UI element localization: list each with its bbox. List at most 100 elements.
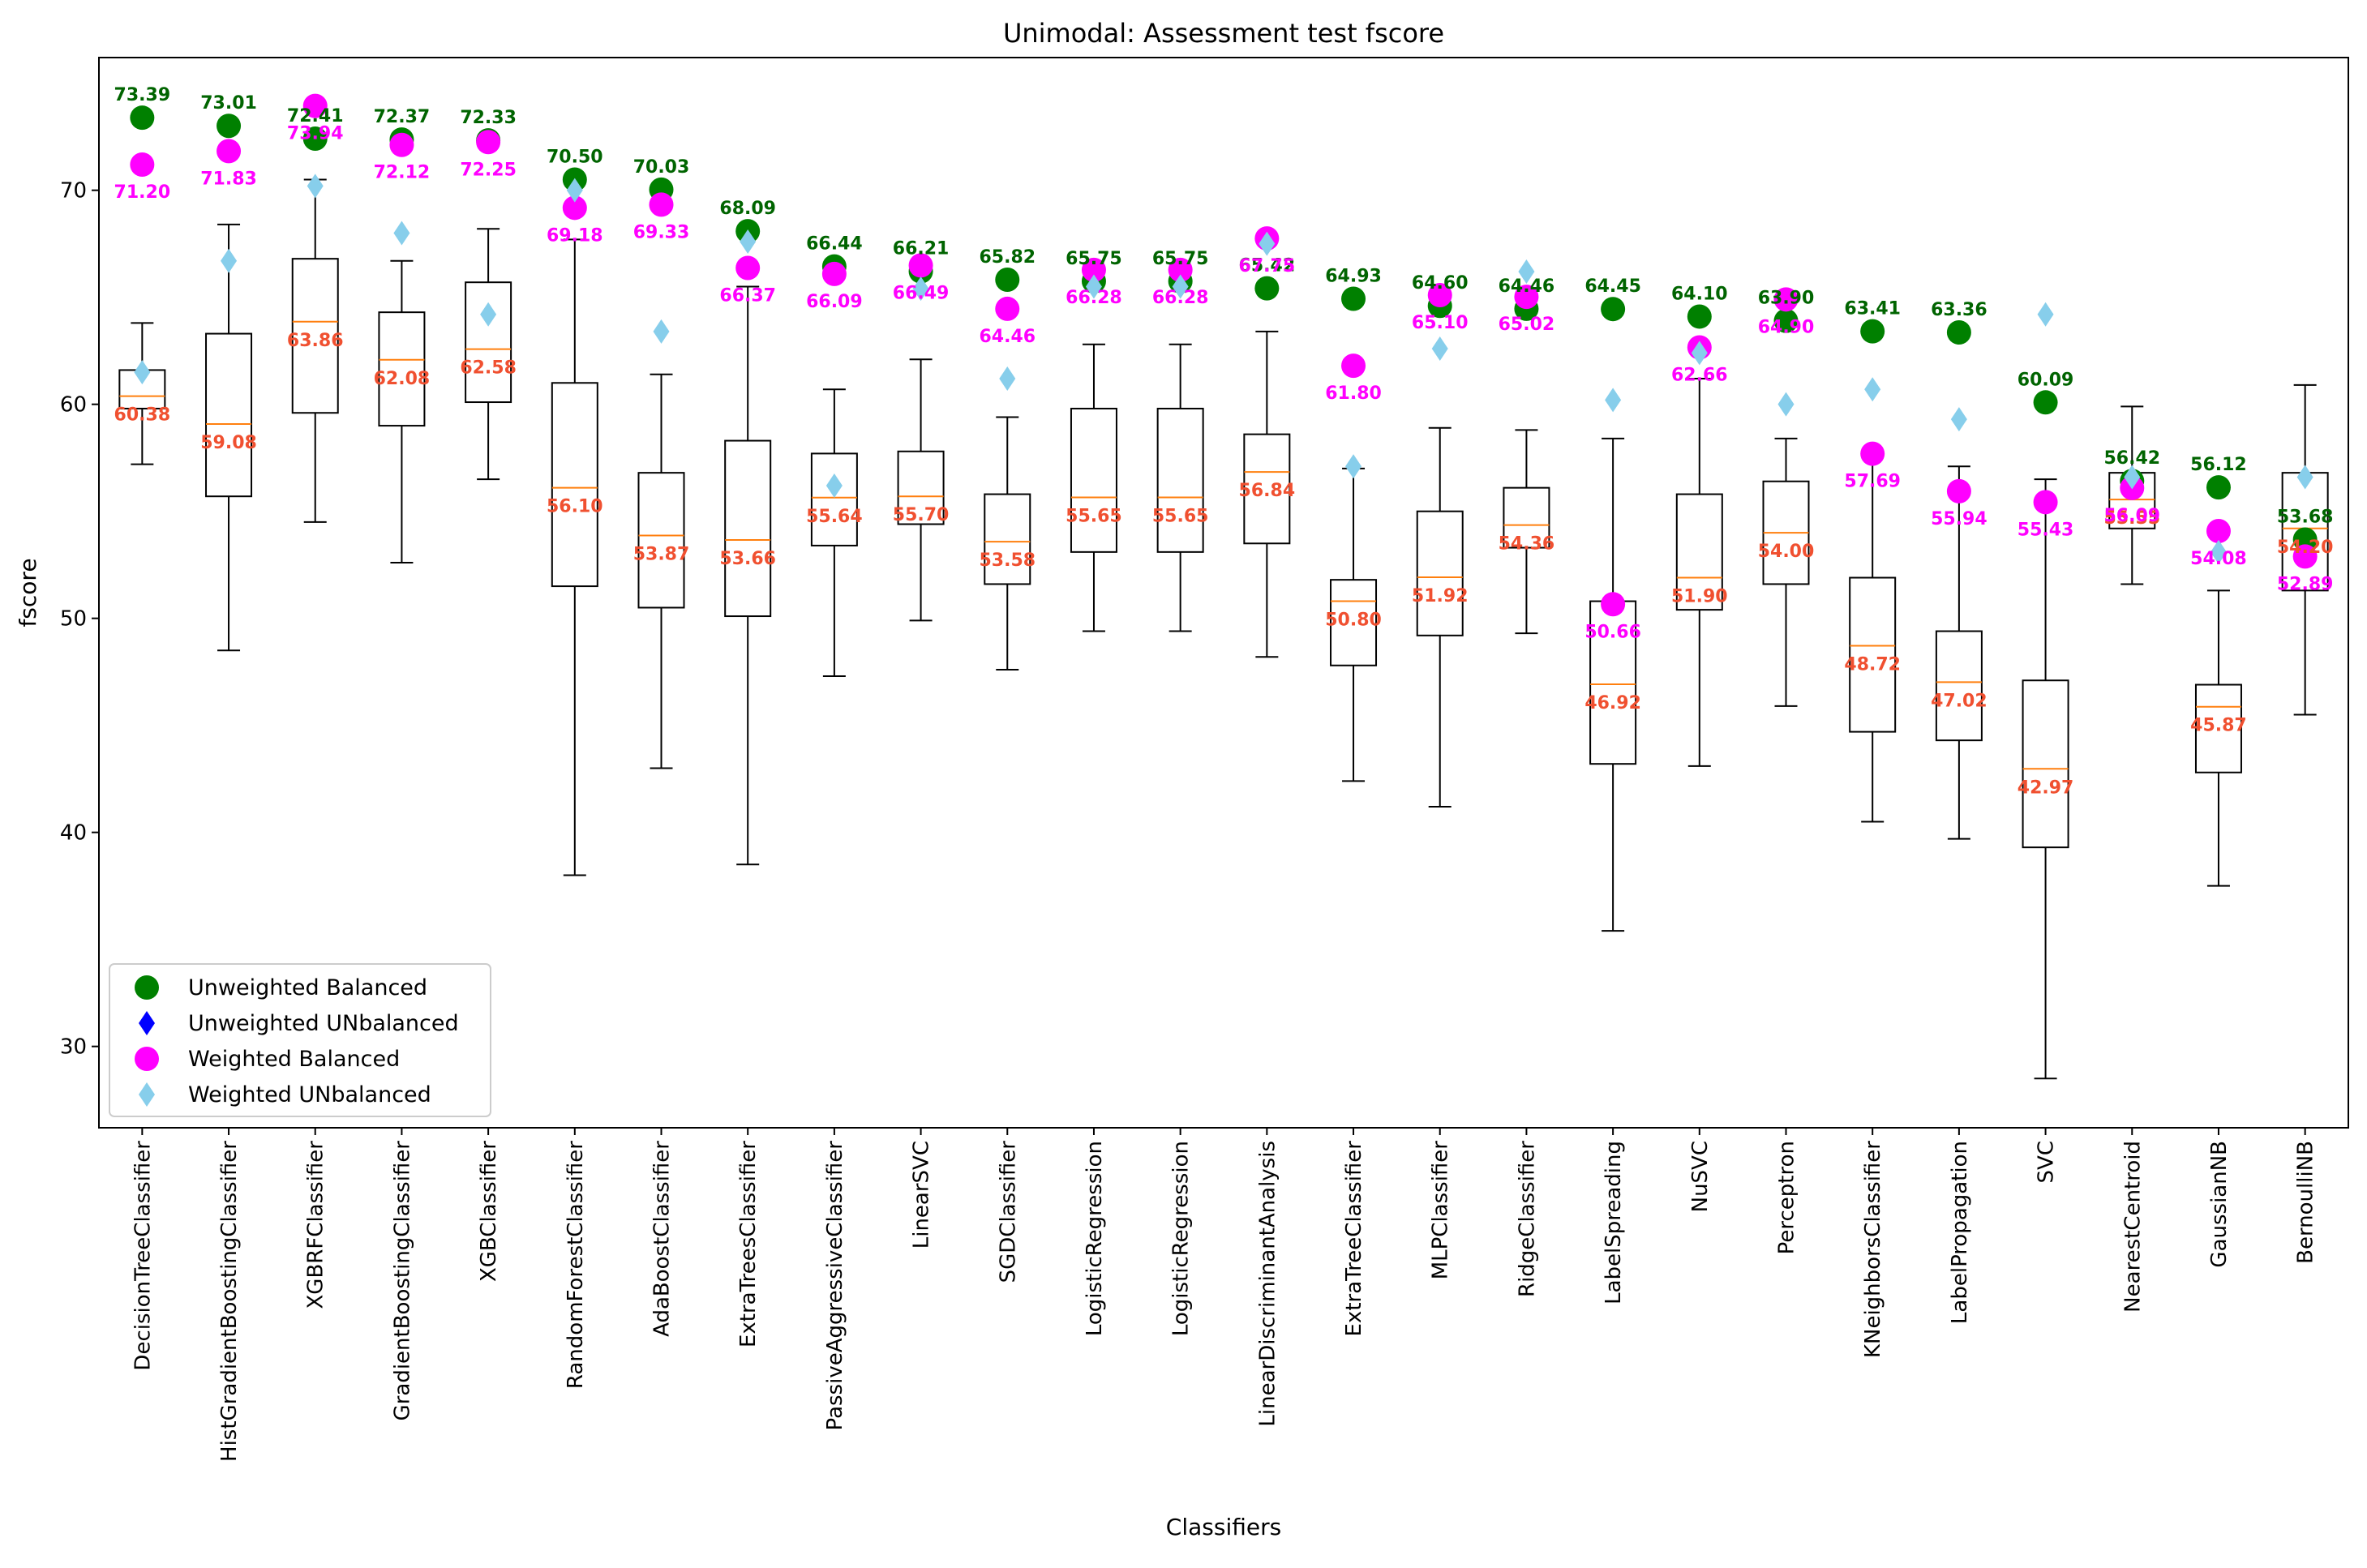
unweighted-balanced-label: 73.39 xyxy=(114,85,171,105)
box-5 xyxy=(465,228,512,481)
median-label: 54.20 xyxy=(2277,538,2334,558)
median-label: 42.97 xyxy=(2018,778,2074,798)
box-body xyxy=(1156,407,1204,553)
box-19 xyxy=(1675,378,1723,767)
box-25 xyxy=(2194,589,2242,887)
point-unweighted-balanced xyxy=(995,268,1020,293)
point-weighted-unbalanced xyxy=(2037,302,2054,327)
point-weighted-balanced xyxy=(2206,518,2231,543)
weighted-balanced-label: 73.94 xyxy=(287,124,344,144)
x-axis: DecisionTreeClassifier HistGradientBoosti… xyxy=(131,1128,2318,1462)
x-tick-label: LogisticRegression xyxy=(1083,1141,1107,1336)
point-weighted-balanced xyxy=(908,253,933,278)
weighted-balanced-label: 52.89 xyxy=(2277,574,2334,594)
point-weighted-unbalanced xyxy=(221,248,238,273)
unweighted-balanced-label: 66.44 xyxy=(806,234,863,255)
point-weighted-unbalanced xyxy=(653,319,670,344)
median-label: 54.36 xyxy=(1499,534,1555,555)
x-tick-label: DecisionTreeClassifier xyxy=(131,1141,155,1371)
unweighted-balanced-label: 65.75 xyxy=(1152,249,1209,269)
x-tick-label: ExtraTreesClassifier xyxy=(736,1141,761,1347)
x-tick-label: Perceptron xyxy=(1775,1141,1799,1254)
legend: Unweighted Balanced Unweighted UNbalanced… xyxy=(109,963,491,1117)
box-1 xyxy=(118,322,166,465)
point-weighted-unbalanced xyxy=(825,473,843,498)
box-16 xyxy=(1416,426,1464,808)
legend-marker-1 xyxy=(135,975,159,1000)
box-body xyxy=(724,439,772,618)
box-body xyxy=(1675,493,1723,611)
point-weighted-unbalanced xyxy=(1172,274,1189,299)
median-label: 55.64 xyxy=(806,507,863,527)
unweighted-balanced-label: 64.45 xyxy=(1584,276,1641,297)
median-label: 55.65 xyxy=(1152,507,1209,527)
x-tick-label: RandomForestClassifier xyxy=(564,1141,588,1389)
unweighted-balanced-label: 64.10 xyxy=(1671,284,1728,304)
point-weighted-unbalanced xyxy=(2124,465,2141,490)
box-2 xyxy=(205,223,253,652)
median-label: 55.70 xyxy=(893,505,950,525)
weighted-balanced-label: 61.80 xyxy=(1325,383,1382,404)
unweighted-balanced-label: 65.82 xyxy=(979,247,1036,268)
box-body xyxy=(205,332,253,498)
unweighted-balanced-label: 73.01 xyxy=(200,93,257,114)
point-weighted-unbalanced xyxy=(1691,341,1708,366)
weighted-balanced-label: 66.37 xyxy=(719,286,776,306)
point-weighted-balanced xyxy=(1081,257,1106,282)
x-tick-label: HistGradientBoostingClassifier xyxy=(217,1141,242,1462)
unweighted-balanced-label: 64.60 xyxy=(1412,273,1469,293)
median-label: 56.84 xyxy=(1239,481,1296,501)
legend-label-2: Unweighted UNbalanced xyxy=(188,1011,459,1036)
x-tick-label: LabelSpreading xyxy=(1602,1141,1626,1305)
box-3 xyxy=(291,178,339,523)
box-body xyxy=(551,382,598,588)
legend-marker-3 xyxy=(135,1047,159,1071)
median-label: 53.58 xyxy=(979,551,1036,571)
point-weighted-unbalanced xyxy=(999,366,1016,391)
point-weighted-balanced xyxy=(735,255,761,281)
box-21 xyxy=(1849,455,1897,823)
weighted-balanced-label: 62.66 xyxy=(1671,365,1728,385)
weighted-balanced-label: 69.33 xyxy=(633,222,690,242)
weighted-balanced-label: 56.09 xyxy=(2103,506,2160,526)
legend-marker-2 xyxy=(139,1011,155,1035)
box-8 xyxy=(724,285,772,866)
legend-label-4: Weighted UNbalanced xyxy=(188,1082,431,1107)
median-label: 50.80 xyxy=(1325,610,1382,631)
y-tick-label: 60 xyxy=(60,393,87,418)
median-label: 54.00 xyxy=(1758,542,1815,562)
box-body xyxy=(1503,486,1550,549)
y-tick-label: 40 xyxy=(60,821,87,846)
plot-frame xyxy=(98,57,2349,1129)
point-weighted-balanced xyxy=(1773,287,1799,312)
unweighted-balanced-label: 53.68 xyxy=(2277,508,2334,528)
weighted-balanced-label: 66.09 xyxy=(806,292,863,312)
median-label: 59.08 xyxy=(200,433,257,453)
point-unweighted-balanced xyxy=(1773,308,1799,333)
box-body xyxy=(378,311,426,427)
weighted-balanced-label: 54.08 xyxy=(2190,549,2247,569)
point-weighted-unbalanced xyxy=(1605,388,1622,413)
point-weighted-balanced xyxy=(2292,544,2318,569)
point-unweighted-balanced xyxy=(1860,319,1885,344)
box-20 xyxy=(1762,437,1810,707)
unweighted-balanced-label: 63.90 xyxy=(1758,289,1815,309)
x-tick-label: ExtraTreeClassifier xyxy=(1342,1141,1366,1337)
point-weighted-balanced xyxy=(1514,285,1539,310)
box-9 xyxy=(810,388,858,677)
x-tick-label: KNeighborsClassifier xyxy=(1861,1141,1885,1358)
point-weighted-unbalanced xyxy=(566,178,583,203)
point-unweighted-balanced xyxy=(217,114,242,139)
plot-area: 60.38 59.08 63.86 62.08 62.58 56.10 53.87 53.66… xyxy=(114,85,2334,1080)
unweighted-balanced-label: 56.12 xyxy=(2190,455,2247,475)
median-label: 62.08 xyxy=(374,369,431,389)
weighted-balanced-label: 65.02 xyxy=(1499,315,1555,335)
point-unweighted-balanced xyxy=(1341,286,1366,311)
box-body xyxy=(810,452,858,546)
point-weighted-balanced xyxy=(130,152,155,177)
box-body xyxy=(1935,630,1983,742)
weighted-balanced-label: 71.83 xyxy=(200,169,257,189)
point-weighted-unbalanced xyxy=(1259,231,1276,256)
box-12 xyxy=(1070,343,1117,632)
weighted-balanced-label: 66.49 xyxy=(893,283,950,303)
